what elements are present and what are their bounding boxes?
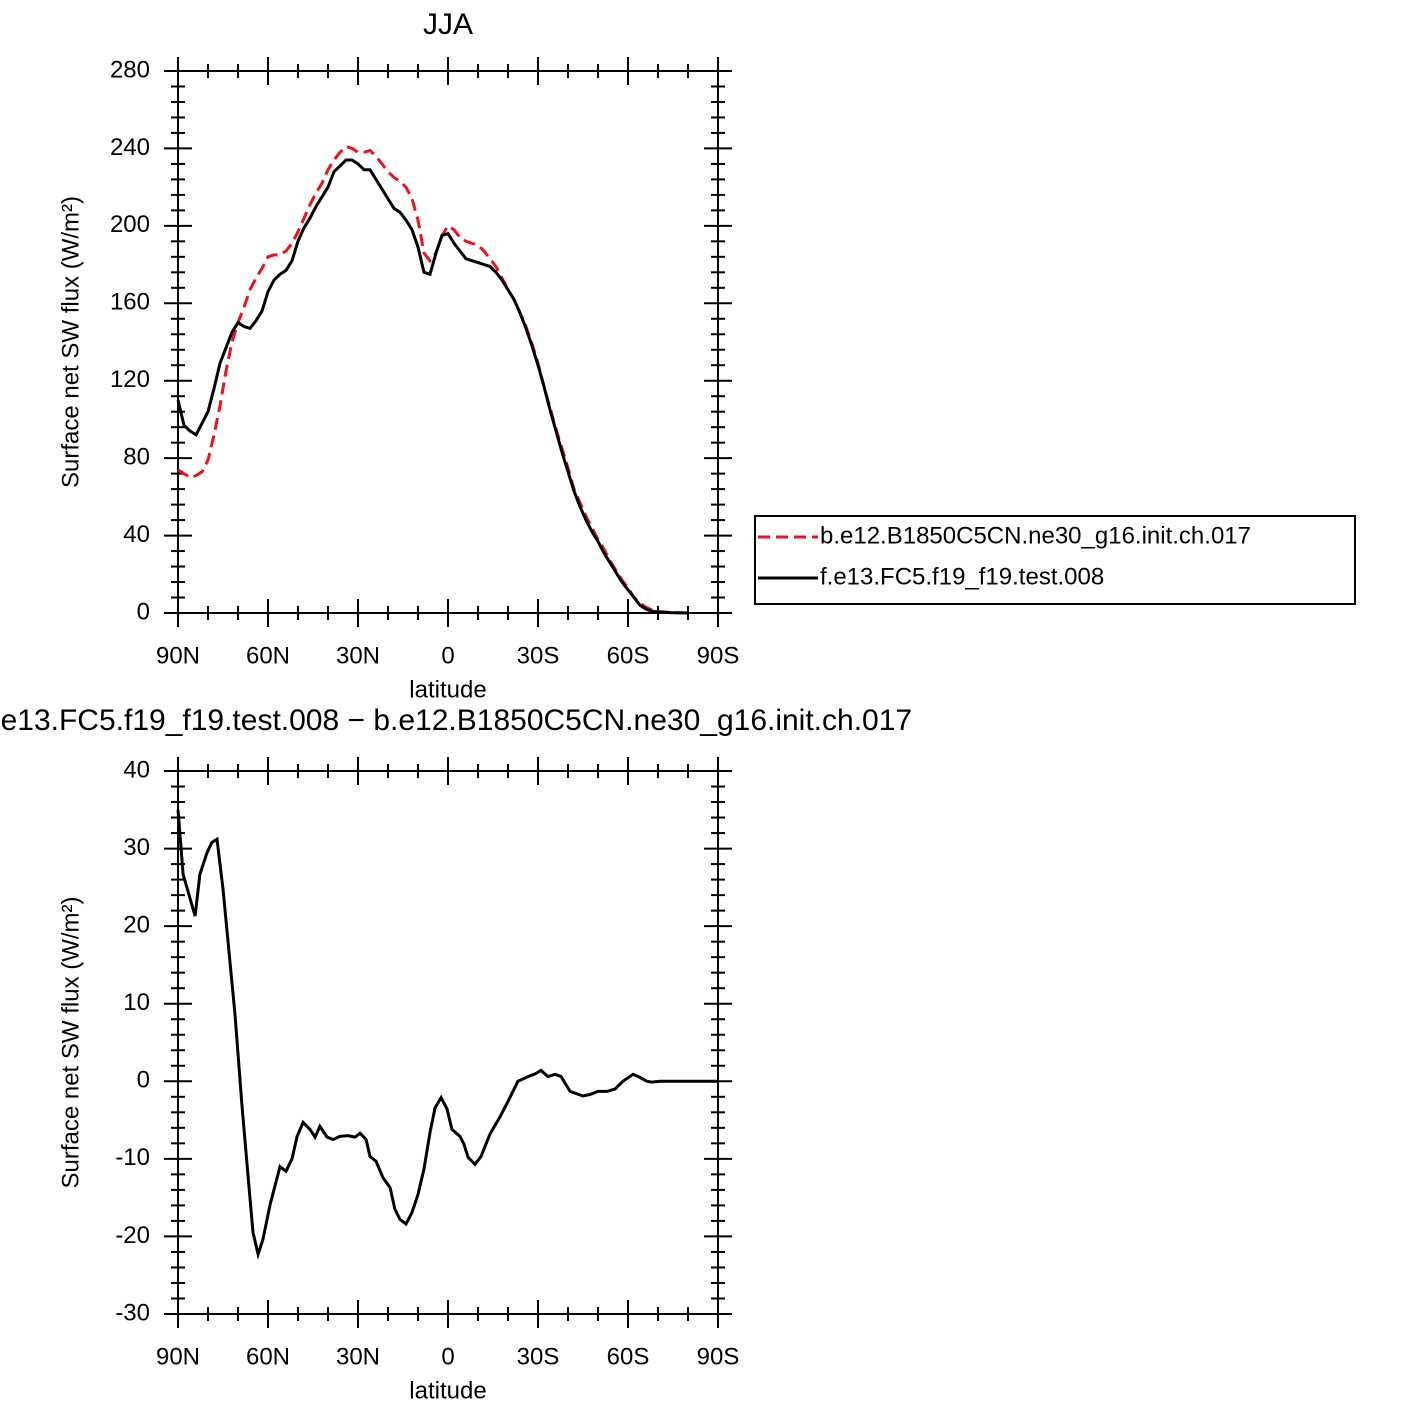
y-tick-label: 40	[123, 756, 150, 783]
legend-box	[754, 515, 1356, 605]
x-tick-label: 30N	[336, 642, 380, 669]
y-tick-label: 120	[110, 366, 150, 393]
y-axis-label: Surface net SW flux (W/m²)	[57, 196, 84, 488]
x-tick-label: 90S	[697, 1343, 740, 1370]
x-tick-label: 30S	[517, 642, 560, 669]
x-tick-label: 0	[441, 1343, 454, 1370]
y-tick-label: 160	[110, 289, 150, 316]
y-tick-label: -10	[115, 1144, 150, 1171]
legend-label: b.e12.B1850C5CN.ne30_g16.init.ch.017	[820, 522, 1251, 549]
data-line	[176, 809, 718, 1260]
x-tick-label: 90N	[156, 1343, 200, 1370]
y-tick-label: 200	[110, 211, 150, 238]
y-tick-label: 0	[137, 1067, 150, 1094]
y-tick-label: 20	[123, 911, 150, 938]
y-axis-label: Surface net SW flux (W/m²)	[57, 896, 84, 1188]
y-tick-label: 240	[110, 134, 150, 161]
x-axis-label: latitude	[409, 676, 486, 703]
x-tick-label: 60S	[607, 1343, 650, 1370]
x-tick-label: 60S	[607, 642, 650, 669]
x-tick-label: 30N	[336, 1343, 380, 1370]
x-tick-label: 0	[441, 642, 454, 669]
plot-frame	[177, 770, 719, 1315]
x-axis-label: latitude	[409, 1377, 486, 1404]
x-tick-label: 90N	[156, 642, 200, 669]
data-line	[177, 144, 689, 615]
y-tick-label: 40	[123, 521, 150, 548]
y-tick-label: 280	[110, 56, 150, 83]
x-tick-label: 30S	[517, 1343, 560, 1370]
y-tick-label: -20	[115, 1222, 150, 1249]
data-line	[176, 158, 689, 615]
y-tick-label: 30	[123, 834, 150, 861]
y-tick-label: -30	[115, 1299, 150, 1326]
x-tick-label: 60N	[246, 642, 290, 669]
y-tick-label: 80	[123, 443, 150, 470]
x-tick-label: 60N	[246, 1343, 290, 1370]
plot-frame	[177, 70, 719, 614]
x-tick-label: 90S	[697, 642, 740, 669]
chart-title: JJA	[423, 8, 473, 41]
chart-title: f.e13.FC5.f19_f19.test.008 − b.e12.B1850…	[0, 704, 912, 737]
y-tick-label: 10	[123, 989, 150, 1016]
legend-label: f.e13.FC5.f19_f19.test.008	[820, 563, 1104, 590]
y-tick-label: 0	[137, 598, 150, 625]
